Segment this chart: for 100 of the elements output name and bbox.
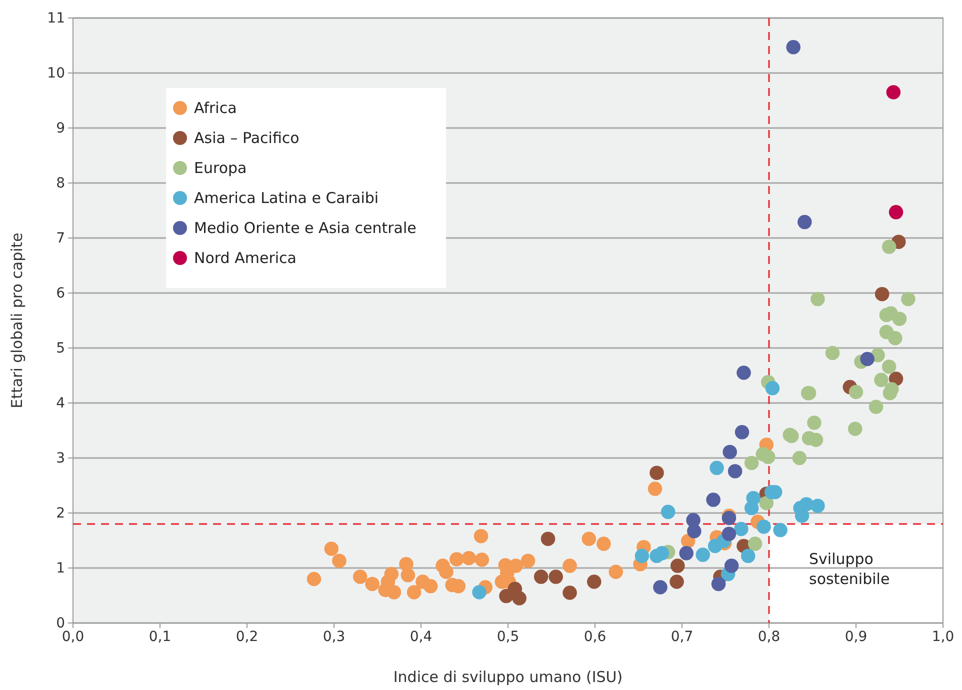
y-tick-label: 10 [47,65,65,82]
point [406,585,422,600]
legend-label: Medio Oriente e Asia centrale [194,219,416,237]
x-tick-label: 0,3 [322,628,346,645]
point [760,450,776,464]
point [786,40,800,54]
point [670,574,684,589]
legend-label: Asia – Pacifico [194,129,300,147]
legend-label: Nord America [194,249,296,267]
point [660,504,676,520]
y-tick-label: 4 [56,395,66,412]
point [740,548,756,564]
point [450,552,464,566]
point [508,558,523,573]
x-tick-label: 0,9 [844,628,868,645]
legend-label: Europa [194,159,247,177]
y-tick-label: 5 [56,340,65,356]
point [882,360,896,374]
point [734,522,748,536]
x-tick-label: 0,2 [236,628,258,645]
point [773,522,788,538]
point [860,352,874,366]
annotation: Sviluppo sostenibile [809,550,890,588]
point [586,574,602,589]
point [724,558,739,573]
point [874,286,890,302]
point [810,498,825,513]
point [474,552,490,567]
point [306,572,322,586]
point [562,586,577,600]
point [365,576,380,592]
point [892,312,907,326]
point [608,564,624,579]
point [901,292,916,306]
point [807,416,822,430]
point [882,240,896,254]
point [810,292,825,306]
point [874,372,888,388]
point [759,496,774,510]
point [512,591,526,606]
point [792,450,807,466]
point [540,532,556,546]
x-tick-label: 0,1 [148,628,172,645]
x-tick-label: 0,5 [496,628,520,645]
point [722,526,736,542]
point [798,214,812,230]
point [736,366,751,380]
legend-label: Africa [194,99,237,117]
point [886,85,901,100]
point [848,422,862,436]
y-tick-label: 9 [56,120,65,136]
point [548,570,563,584]
point [744,456,759,470]
y-tick-label: 3 [56,450,65,466]
y-tick-label: 1 [56,560,65,576]
point [756,520,771,534]
x-tick-label: 0,6 [584,628,606,645]
point [400,568,416,582]
point [722,444,737,460]
point [520,554,536,568]
point [596,536,611,551]
point [696,548,710,562]
point [634,548,650,564]
y-axis-title: Ettari globali pro capite [8,232,26,408]
legend-label: America Latina e Caraibi [194,189,379,207]
point [462,550,476,566]
point [722,510,736,526]
point [352,570,368,584]
point [439,564,454,579]
point [710,460,724,476]
y-tick-label: 11 [47,10,65,26]
y-tick-label: 6 [56,285,66,302]
x-tick-label: 0,4 [410,628,432,645]
point [474,528,488,544]
y-tick-label: 2 [56,505,65,522]
x-tick-label: 0,7 [670,628,694,645]
point [562,558,577,573]
point [888,205,904,220]
point [670,558,685,573]
point [848,384,864,400]
point [825,346,840,360]
point [765,381,780,396]
point [654,546,670,560]
point [748,536,762,551]
x-axis-title: Indice di sviluppo umano (ISU) [393,668,623,686]
point [650,466,664,480]
point [324,542,339,556]
point [582,532,596,546]
point [888,330,902,346]
x-tick-label: 0,8 [758,628,780,645]
y-tick-label: 8 [56,175,65,192]
point [734,425,750,440]
y-tick-label: 0 [56,615,65,632]
point [423,579,438,594]
point [868,400,884,414]
x-tick-label: 1,0 [932,628,954,645]
y-tick-label: 7 [56,230,65,246]
point [679,546,694,560]
x-tick-label: 0,0 [62,628,84,645]
point [332,554,346,568]
